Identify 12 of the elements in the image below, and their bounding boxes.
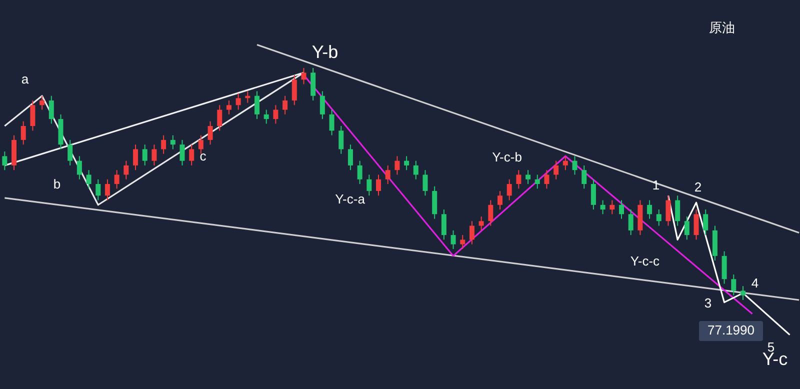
annotation: 2 <box>694 179 702 194</box>
annotation: 3 <box>704 295 712 310</box>
annotation: c <box>200 148 207 164</box>
chart-title: 原油 <box>709 21 735 36</box>
text: 77.1990 <box>708 322 754 338</box>
annotation: 4 <box>751 275 759 290</box>
annotation: Y-c-b <box>492 149 522 164</box>
annotation: Y-c-c <box>630 253 660 268</box>
annotation: b <box>53 176 61 192</box>
annotation: a <box>21 71 30 86</box>
text: Y-b <box>312 42 338 62</box>
annotation: Y-c-a <box>335 191 366 206</box>
